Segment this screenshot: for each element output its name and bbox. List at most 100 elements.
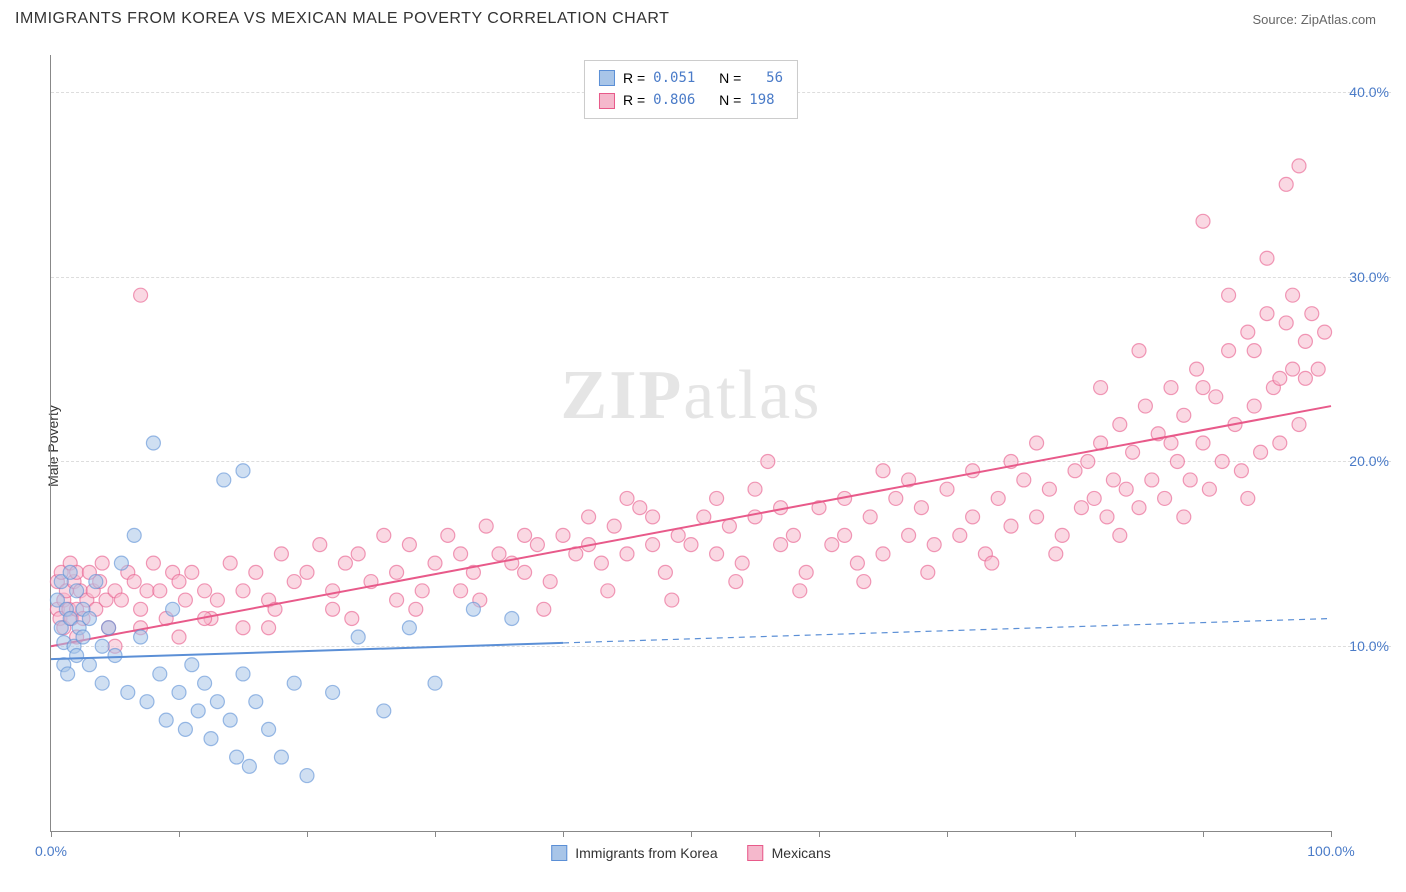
data-point bbox=[300, 565, 314, 579]
data-point bbox=[114, 593, 128, 607]
chart-title: IMMIGRANTS FROM KOREA VS MEXICAN MALE PO… bbox=[15, 10, 669, 28]
x-tick bbox=[435, 831, 436, 837]
data-point bbox=[1145, 473, 1159, 487]
data-point bbox=[140, 584, 154, 598]
data-point bbox=[1311, 362, 1325, 376]
data-point bbox=[61, 667, 75, 681]
data-point bbox=[1292, 159, 1306, 173]
data-point bbox=[1196, 381, 1210, 395]
swatch-mexicans bbox=[599, 93, 615, 109]
data-point bbox=[761, 454, 775, 468]
x-tick bbox=[947, 831, 948, 837]
x-tick bbox=[51, 831, 52, 837]
data-point bbox=[1126, 445, 1140, 459]
data-point bbox=[95, 556, 109, 570]
data-point bbox=[1215, 454, 1229, 468]
data-point bbox=[454, 547, 468, 561]
data-point bbox=[914, 501, 928, 515]
data-point bbox=[1196, 436, 1210, 450]
trend-line-extrapolated bbox=[563, 619, 1331, 643]
data-point bbox=[172, 685, 186, 699]
data-point bbox=[313, 538, 327, 552]
data-point bbox=[1292, 418, 1306, 432]
r-value-mexicans: 0.806 bbox=[653, 89, 695, 111]
data-point bbox=[985, 556, 999, 570]
data-point bbox=[1055, 528, 1069, 542]
data-point bbox=[390, 565, 404, 579]
data-point bbox=[217, 473, 231, 487]
data-point bbox=[991, 491, 1005, 505]
data-point bbox=[492, 547, 506, 561]
data-point bbox=[607, 519, 621, 533]
data-point bbox=[902, 528, 916, 542]
data-point bbox=[204, 732, 218, 746]
data-point bbox=[671, 528, 685, 542]
data-point bbox=[326, 584, 340, 598]
data-point bbox=[345, 612, 359, 626]
data-point bbox=[63, 565, 77, 579]
data-point bbox=[172, 630, 186, 644]
x-tick bbox=[1331, 831, 1332, 837]
x-tick bbox=[307, 831, 308, 837]
data-point bbox=[166, 602, 180, 616]
data-point bbox=[518, 528, 532, 542]
data-point bbox=[1132, 501, 1146, 515]
data-point bbox=[338, 556, 352, 570]
data-point bbox=[966, 510, 980, 524]
data-point bbox=[249, 695, 263, 709]
data-point bbox=[1132, 344, 1146, 358]
data-point bbox=[1222, 288, 1236, 302]
legend-item-mexicans: Mexicans bbox=[748, 845, 831, 861]
data-point bbox=[1202, 482, 1216, 496]
swatch-mexicans-icon bbox=[748, 845, 764, 861]
y-tick-label: 10.0% bbox=[1349, 638, 1389, 654]
data-point bbox=[287, 575, 301, 589]
data-point bbox=[1113, 528, 1127, 542]
data-point bbox=[1286, 288, 1300, 302]
data-point bbox=[249, 565, 263, 579]
data-point bbox=[121, 685, 135, 699]
n-value-mexicans: 198 bbox=[749, 89, 774, 111]
data-point bbox=[940, 482, 954, 496]
data-point bbox=[1260, 307, 1274, 321]
data-point bbox=[530, 538, 544, 552]
data-point bbox=[710, 547, 724, 561]
data-point bbox=[953, 528, 967, 542]
y-tick-label: 40.0% bbox=[1349, 84, 1389, 100]
data-point bbox=[262, 722, 276, 736]
x-tick bbox=[563, 831, 564, 837]
data-point bbox=[377, 704, 391, 718]
data-point bbox=[1138, 399, 1152, 413]
data-point bbox=[1234, 464, 1248, 478]
data-point bbox=[735, 556, 749, 570]
data-point bbox=[409, 602, 423, 616]
data-point bbox=[710, 491, 724, 505]
data-point bbox=[146, 556, 160, 570]
data-point bbox=[242, 759, 256, 773]
data-point bbox=[441, 528, 455, 542]
data-point bbox=[1094, 381, 1108, 395]
data-point bbox=[95, 639, 109, 653]
data-point bbox=[70, 648, 84, 662]
data-point bbox=[274, 547, 288, 561]
data-point bbox=[1305, 307, 1319, 321]
data-point bbox=[1190, 362, 1204, 376]
data-point bbox=[351, 547, 365, 561]
data-point bbox=[178, 722, 192, 736]
data-point bbox=[748, 510, 762, 524]
y-tick-label: 20.0% bbox=[1349, 453, 1389, 469]
data-point bbox=[1222, 344, 1236, 358]
data-point bbox=[1068, 464, 1082, 478]
x-tick-label: 0.0% bbox=[35, 843, 67, 859]
data-point bbox=[185, 565, 199, 579]
data-point bbox=[966, 464, 980, 478]
data-point bbox=[1279, 177, 1293, 191]
stats-row-korea: R = 0.051 N = 56 bbox=[599, 67, 783, 89]
data-point bbox=[1170, 454, 1184, 468]
data-point bbox=[262, 621, 276, 635]
data-point bbox=[1087, 491, 1101, 505]
chart-plot-area: ZIPatlas R = 0.051 N = 56 R = 0.806 N = … bbox=[50, 55, 1331, 832]
x-axis-legend: Immigrants from Korea Mexicans bbox=[551, 845, 831, 861]
data-point bbox=[127, 528, 141, 542]
data-point bbox=[402, 621, 416, 635]
